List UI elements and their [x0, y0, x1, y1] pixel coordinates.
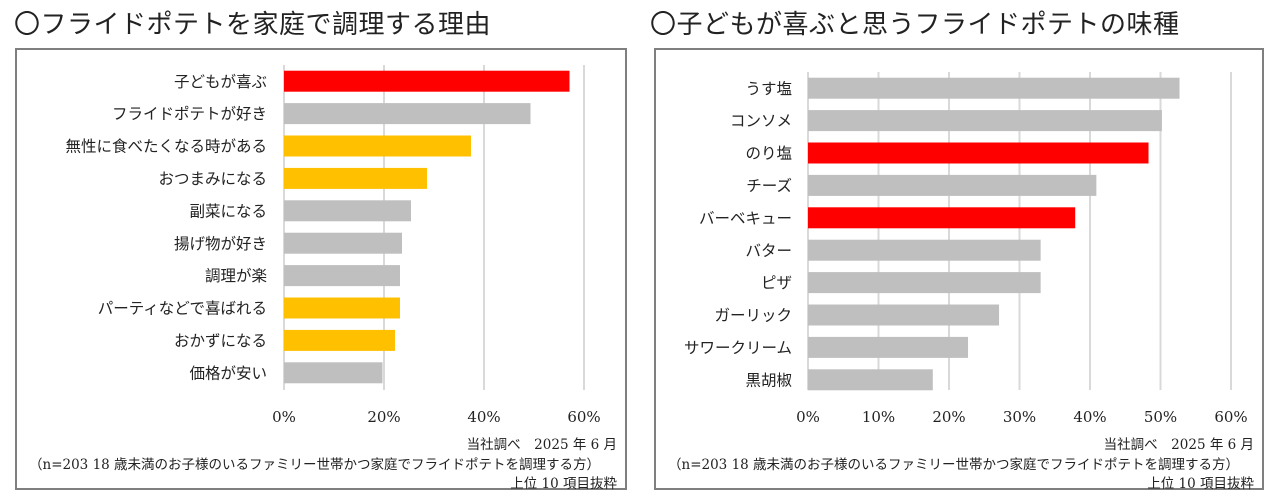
- left-chart-category-label: 価格が安い: [189, 364, 267, 382]
- left-chart-category-label: おつまみになる: [158, 170, 267, 188]
- right-chart-x-tick-label: 20%: [932, 408, 965, 426]
- right-chart-bar: [808, 77, 1180, 99]
- right-chart-x-tick-label: 30%: [1003, 408, 1036, 426]
- left-chart-plot: 0% 20% 40% 60% 子どもが喜ぶフライドポテトが好き無性に食べたくなる時がある…: [65, 65, 601, 426]
- right-chart-bar: [808, 336, 969, 358]
- right-chart-x-tick-label: 0%: [796, 408, 820, 426]
- right-note-top10: 上位 10 項目抜粋: [1147, 476, 1254, 492]
- left-chart-bar: [284, 329, 395, 351]
- right-chart-category-label: 黒胡椒: [745, 371, 792, 389]
- left-chart-category-label: 調理が楽: [205, 267, 267, 285]
- right-chart-category-label: うす塩: [745, 80, 792, 98]
- left-chart-frame: 0% 20% 40% 60% 子どもが喜ぶフライドポテトが好き無性に食べたくなる時がある…: [15, 48, 627, 492]
- left-chart-category-label: 子どもが喜ぶ: [174, 73, 267, 91]
- right-chart-category-label: ガーリック: [714, 307, 792, 325]
- right-chart-x-tick-label: 50%: [1144, 408, 1177, 426]
- left-chart-x-tick-label: 20%: [367, 408, 400, 426]
- right-chart-category-label: コンソメ: [730, 112, 792, 130]
- right-chart-bar: [808, 110, 1162, 132]
- left-chart-bar: [284, 265, 400, 287]
- right-chart-bar: [808, 142, 1149, 164]
- left-note-source: 当社調べ 2025 年 6 月: [466, 437, 617, 453]
- right-chart-title: 〇子どもが喜ぶと思うフライドポテトの味種: [650, 10, 1180, 40]
- right-chart-category-label: ピザ: [761, 274, 792, 292]
- right-chart-x-tick-label: 60%: [1214, 408, 1247, 426]
- left-chart-x-tick-label: 40%: [467, 408, 500, 426]
- left-chart-bar: [284, 103, 531, 125]
- right-chart-x-tick-label: 10%: [862, 408, 895, 426]
- left-chart-category-label: 無性に食べたくなる時がある: [65, 138, 267, 156]
- right-chart-category-label: サワークリーム: [684, 339, 792, 357]
- left-chart-bar: [284, 232, 402, 254]
- right-chart-category-label: チーズ: [746, 177, 792, 195]
- left-chart-bar: [284, 297, 400, 319]
- left-chart-x-tick-label: 0%: [272, 408, 296, 426]
- right-chart-bar: [808, 174, 1097, 196]
- right-note-source: 当社調べ 2025 年 6 月: [1103, 437, 1254, 453]
- right-chart-plot: 0% 10% 20% 30% 40% 50% 60% うす塩コンソメのり塩チーズバーベキューバ…: [684, 72, 1248, 426]
- right-chart-bar: [808, 304, 1000, 326]
- right-chart-bar: [808, 272, 1041, 294]
- left-chart-bar: [284, 135, 471, 157]
- left-chart-category-label: おかずになる: [174, 332, 267, 350]
- left-chart-bar: [284, 200, 411, 222]
- right-chart-x-tick-label: 40%: [1073, 408, 1106, 426]
- right-chart-frame: 0% 10% 20% 30% 40% 50% 60% うす塩コンソメのり塩チーズバーベキューバ…: [654, 48, 1264, 492]
- left-chart-category-label: フライドポテトが好き: [112, 105, 267, 123]
- right-chart-category-label: バター: [745, 242, 792, 260]
- left-chart-title: 〇フライドポテトを家庭で調理する理由: [14, 10, 492, 40]
- right-chart-bar: [808, 207, 1076, 229]
- right-chart-category-label: のり塩: [745, 145, 792, 163]
- right-chart-bar: [808, 239, 1041, 261]
- left-chart-category-label: 揚げ物が好き: [174, 235, 267, 253]
- left-note-sample: （n=203 18 歳未満のお子様のいるファミリー世帯かつ家庭でフライドポテトを…: [29, 457, 601, 473]
- left-note-top10: 上位 10 項目抜粋: [510, 476, 617, 492]
- right-note-sample: （n=203 18 歳未満のお子様のいるファミリー世帯かつ家庭でフライドポテトを…: [668, 457, 1240, 473]
- left-chart-category-label: 副菜になる: [189, 202, 267, 220]
- left-chart-bar: [284, 362, 383, 384]
- left-chart-category-label: パーティなどで喜ばれる: [98, 300, 267, 318]
- left-chart-bar: [284, 167, 427, 189]
- right-chart-bar: [808, 369, 933, 391]
- left-chart-x-tick-label: 60%: [567, 408, 600, 426]
- left-chart-bar: [284, 70, 570, 92]
- right-chart-category-label: バーベキュー: [699, 209, 792, 227]
